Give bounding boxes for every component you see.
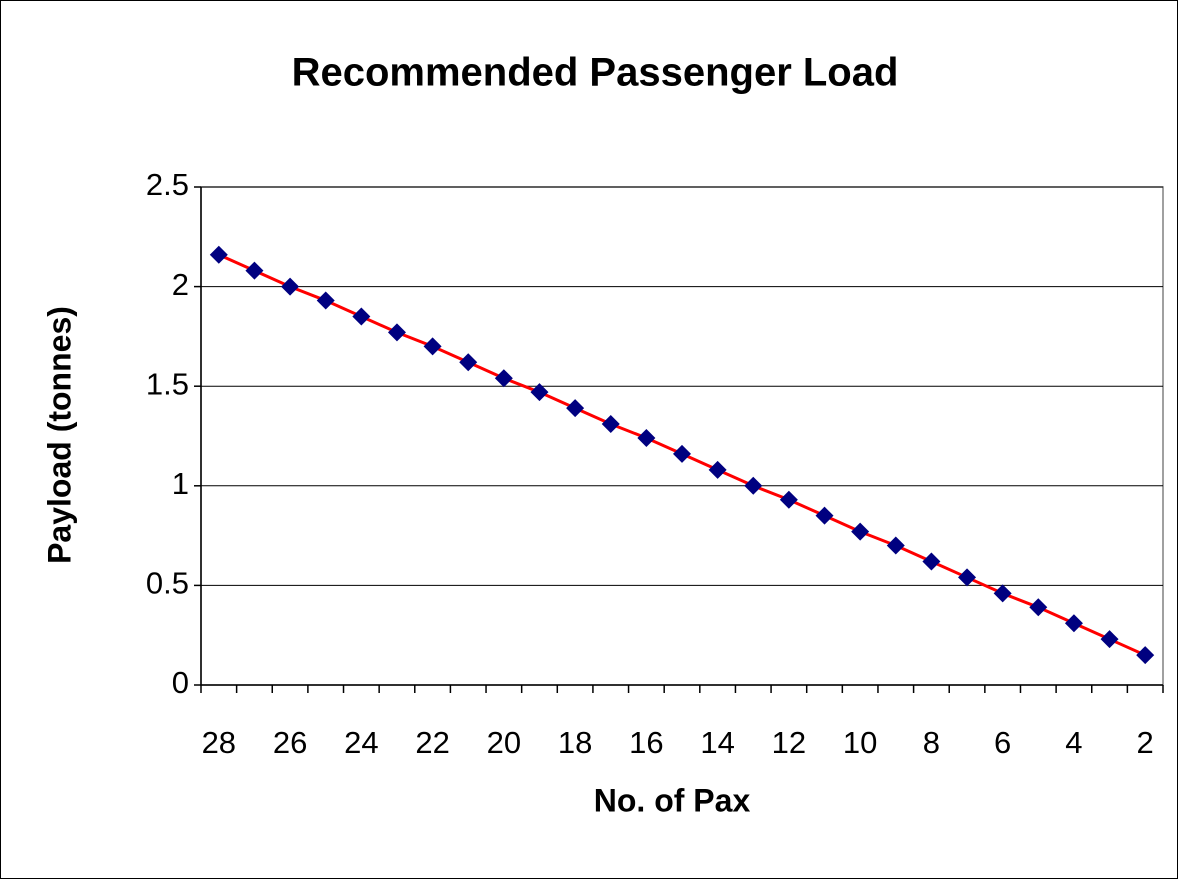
- data-point: [1136, 646, 1155, 665]
- y-tick-label: 0: [172, 665, 189, 700]
- data-point: [708, 460, 727, 479]
- y-tick-label: 2.5: [146, 167, 189, 202]
- data-point: [352, 307, 371, 326]
- x-tick-label: 8: [923, 725, 940, 760]
- x-tick-label: 2: [1137, 725, 1154, 760]
- data-point: [245, 261, 264, 280]
- y-tick-label: 0.5: [146, 566, 189, 601]
- x-tick-label: 12: [772, 725, 806, 760]
- y-axis-title: Payload (tonnes): [41, 306, 77, 564]
- x-tick-label: 6: [994, 725, 1011, 760]
- data-point: [922, 552, 941, 571]
- data-point: [494, 369, 513, 388]
- data-point: [316, 291, 335, 310]
- data-point: [637, 428, 656, 447]
- x-tick-label: 28: [202, 725, 236, 760]
- plot-area: [200, 186, 1164, 686]
- x-tick-label: 10: [843, 725, 877, 760]
- data-point: [1029, 598, 1048, 617]
- data-point: [851, 522, 870, 541]
- data-point: [209, 245, 228, 264]
- x-tick-label: 20: [487, 725, 521, 760]
- x-tick-label: 16: [629, 725, 663, 760]
- y-tick-label: 2: [172, 267, 189, 302]
- data-point: [815, 506, 834, 525]
- data-point: [993, 584, 1012, 603]
- data-point: [958, 568, 977, 587]
- x-tick-label: 26: [273, 725, 307, 760]
- x-tick-label: 22: [415, 725, 449, 760]
- data-point: [459, 353, 478, 372]
- y-tick-label: 1: [172, 466, 189, 501]
- data-point: [423, 337, 442, 356]
- x-axis-title: No. of Pax: [594, 782, 751, 818]
- data-point: [1064, 614, 1083, 633]
- x-tick-label: 4: [1065, 725, 1082, 760]
- x-tick-label: 14: [700, 725, 734, 760]
- x-tick-label: 18: [558, 725, 592, 760]
- data-point: [566, 399, 585, 418]
- data-point: [281, 277, 300, 296]
- chart-title: Recommended Passenger Load: [292, 51, 899, 95]
- data-point: [744, 476, 763, 495]
- data-point: [1100, 630, 1119, 649]
- data-point: [530, 383, 549, 402]
- y-tick-label: 1.5: [146, 366, 189, 401]
- data-point: [779, 490, 798, 509]
- data-point: [886, 536, 905, 555]
- data-point: [601, 415, 620, 434]
- data-point: [673, 444, 691, 463]
- data-point: [387, 323, 406, 342]
- x-tick-label: 24: [344, 725, 378, 760]
